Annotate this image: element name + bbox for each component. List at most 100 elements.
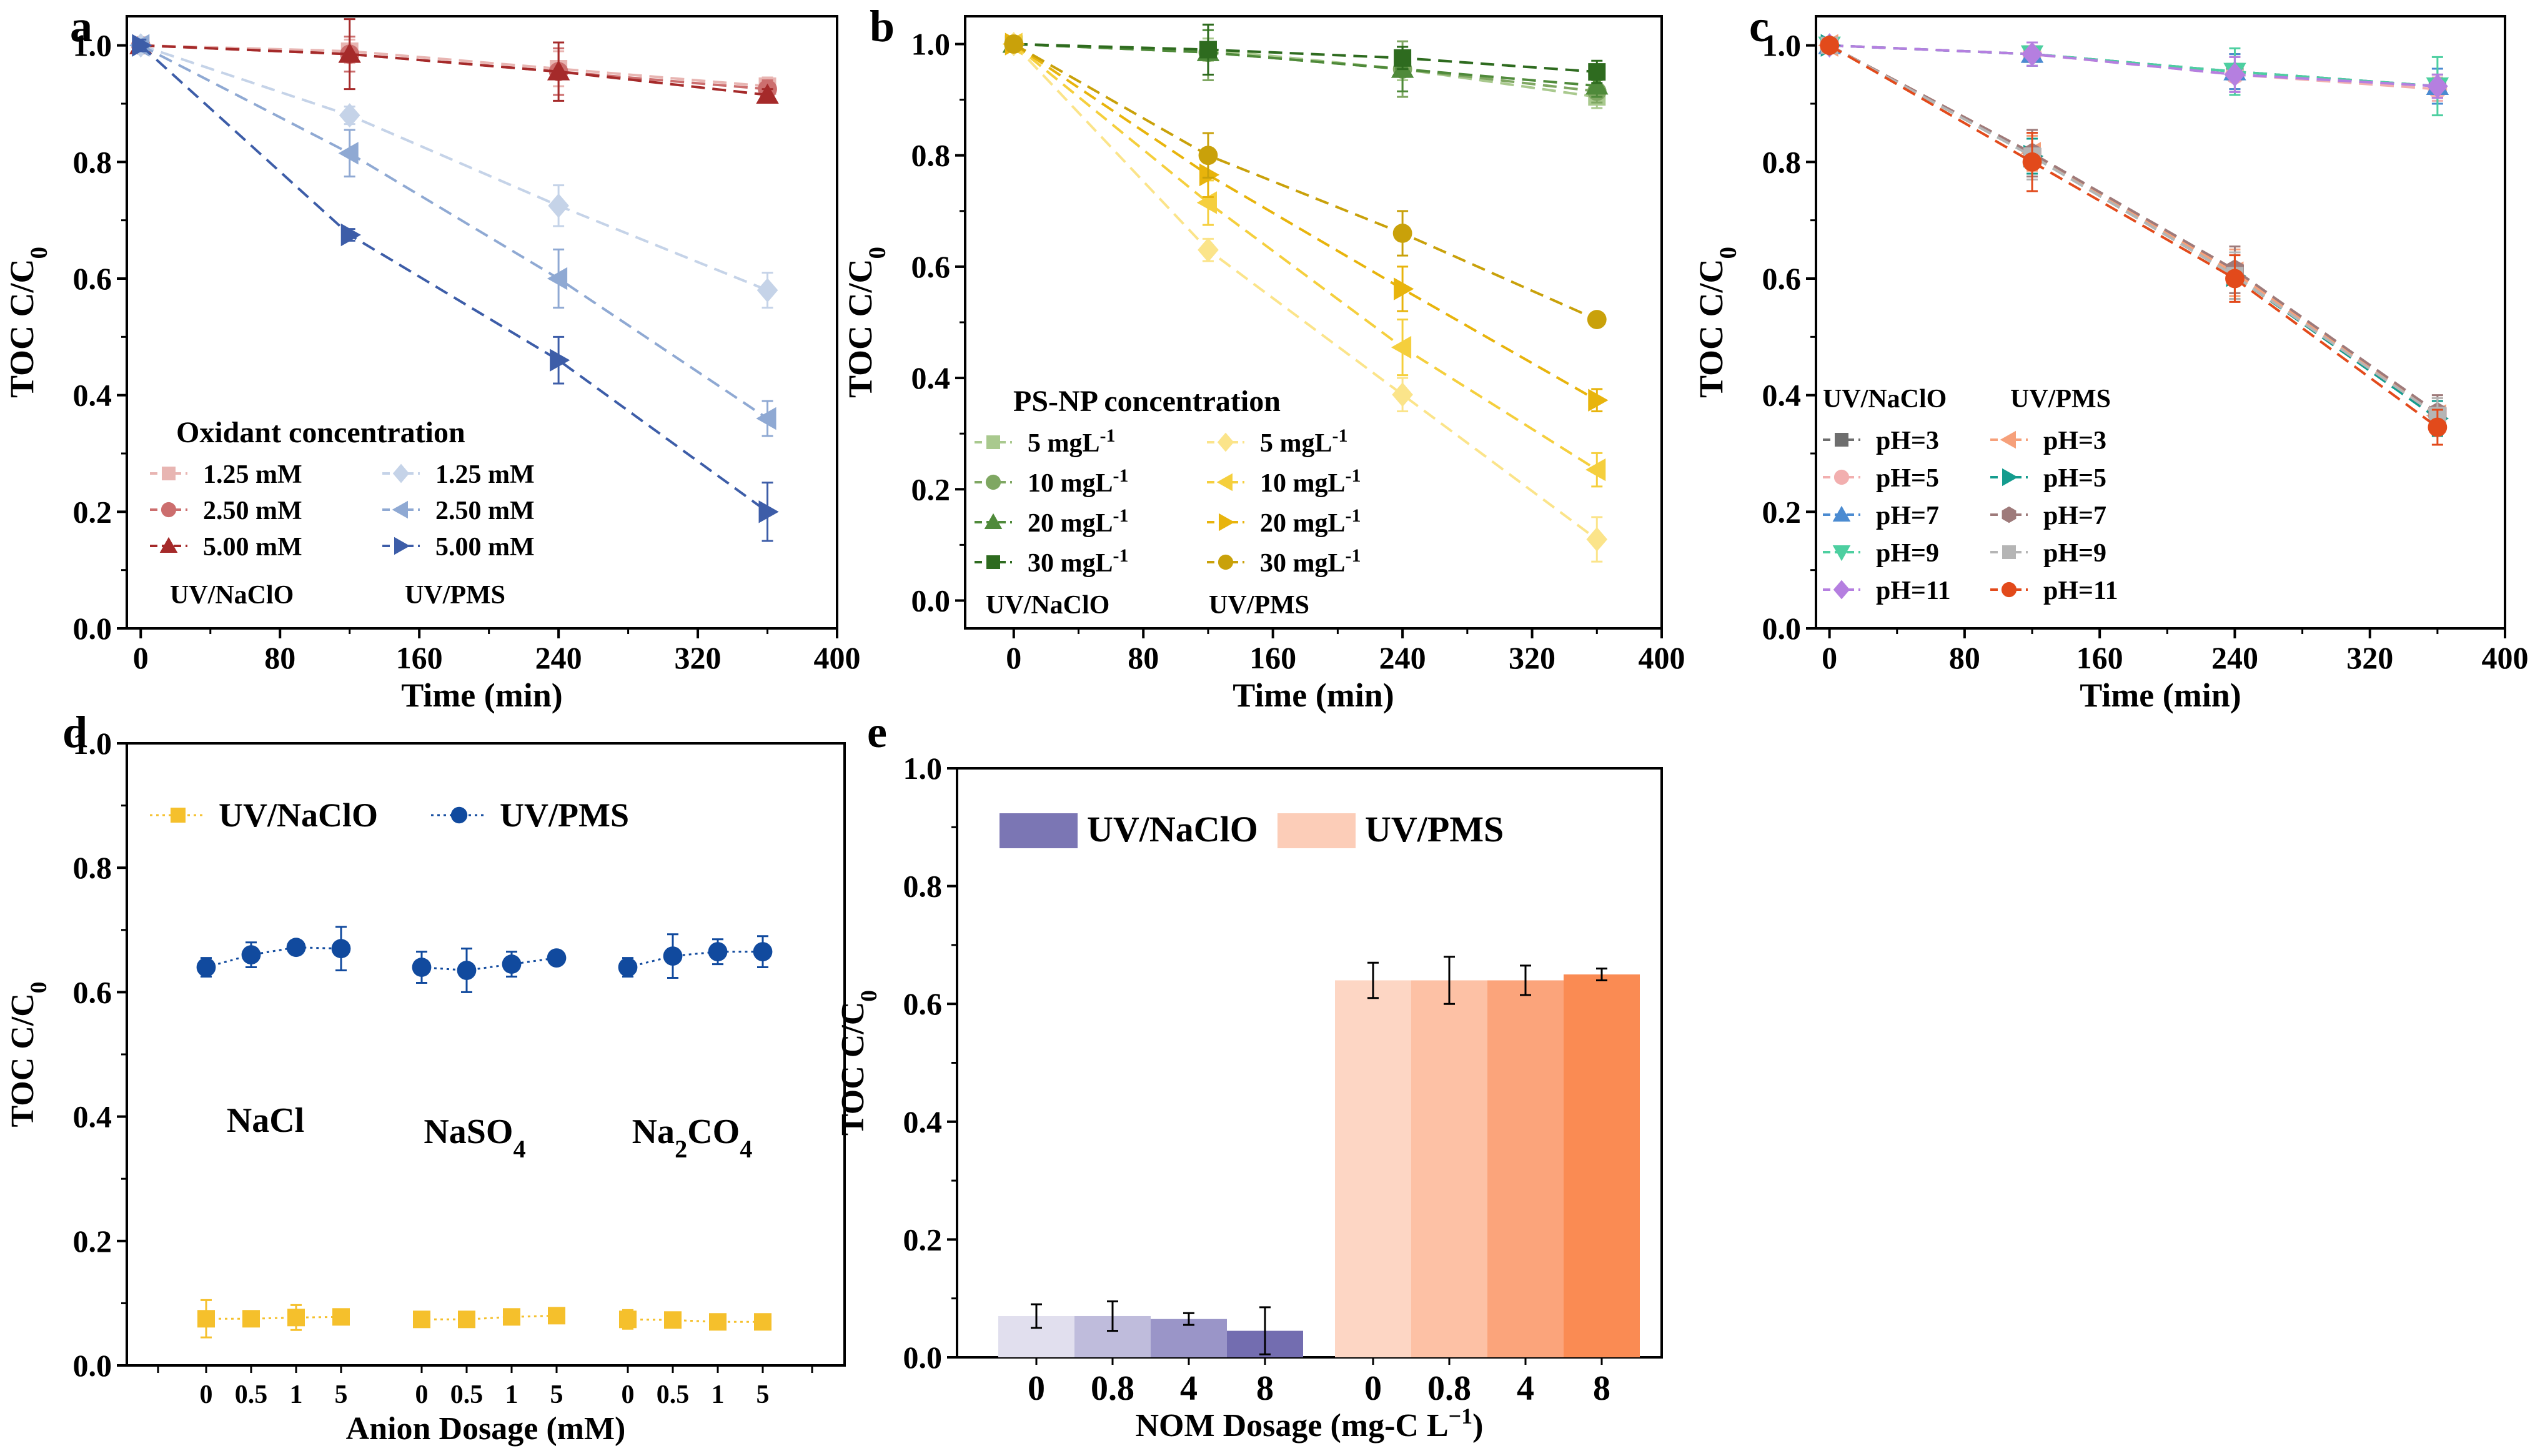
data-point	[197, 1310, 215, 1328]
series-c-0	[1820, 36, 2446, 99]
anion-group-label-part: CO	[687, 1112, 740, 1151]
legend-marker	[392, 500, 408, 519]
data-point	[2022, 152, 2042, 172]
x-tick-label: 160	[2076, 640, 2123, 675]
panel-letter-b: b	[870, 1, 895, 51]
legend-label-sup: -1	[1113, 545, 1129, 566]
anion-group-label-part: Na	[632, 1112, 675, 1151]
series-line	[1013, 42, 1598, 471]
x-tick-label: 0	[200, 1380, 213, 1409]
series-line	[1829, 44, 2438, 87]
series-b-7	[1004, 34, 1607, 329]
data-point	[756, 83, 779, 104]
legend-marker	[161, 502, 177, 518]
data-point	[618, 958, 638, 977]
x-axis-label-part: NOM Dosage (mg-C L	[1136, 1408, 1449, 1444]
y-tick-label: 0.0	[903, 1340, 943, 1375]
legend-label: 5 mgL-1	[1260, 425, 1348, 458]
legend-label: pH=9	[2043, 539, 2106, 568]
y-axis-label-part: TOC C/C	[5, 993, 41, 1127]
y-tick-label: 0.6	[73, 974, 112, 1009]
x-tick-label: 1	[505, 1380, 518, 1409]
x-tick-label: 0	[1006, 640, 1021, 675]
data-point	[338, 42, 361, 63]
data-point	[338, 142, 359, 165]
legend-label: 2.50 mM	[203, 497, 302, 525]
y-tick-label: 0.2	[911, 472, 951, 507]
data-point	[1392, 224, 1412, 243]
legend-label: UV/NaClO	[1087, 809, 1258, 849]
legend-marker	[392, 463, 410, 483]
anion-group-label-part: NaSO	[424, 1112, 513, 1151]
legend-label: pH=7	[1876, 502, 1939, 530]
y-axis-label-part: TOC C/C	[1692, 259, 1730, 398]
series-a-3	[130, 33, 778, 309]
legend-label: 30 mgL-1	[1028, 545, 1129, 578]
y-axis-label: TOC C/C0	[5, 981, 52, 1127]
panel-letter-e: e	[867, 707, 887, 757]
y-tick-label: 0.2	[903, 1222, 943, 1257]
data-point	[754, 1313, 771, 1331]
y-tick-label: 0.0	[73, 611, 112, 646]
data-point	[331, 939, 351, 959]
y-tick-label: 0.0	[1762, 611, 1802, 646]
data-point	[502, 954, 522, 974]
data-point	[196, 958, 216, 977]
x-tick-label: 5	[550, 1380, 563, 1409]
legend-label-sup: -1	[1100, 425, 1116, 446]
y-tick-label: 0.8	[1762, 144, 1802, 179]
x-tick-label: 80	[1128, 640, 1159, 675]
legend-label: 5.00 mM	[435, 533, 535, 562]
series-line	[421, 957, 557, 972]
legend-marker	[1219, 513, 1235, 532]
data-point	[2022, 42, 2043, 67]
legend-title: Oxidant concentration	[176, 416, 465, 449]
legend-e: UV/NaClO UV/PMS	[1000, 809, 1504, 849]
y-tick-label: 0.4	[903, 1104, 943, 1139]
y-tick-label: 0.8	[73, 850, 112, 885]
legend-label: 1.25 mM	[203, 460, 302, 489]
data-point	[1199, 41, 1217, 59]
data-point	[1587, 310, 1607, 329]
x-tick-label: 240	[535, 640, 582, 675]
data-point	[132, 34, 152, 57]
x-tick-label: 160	[396, 640, 443, 675]
data-point	[241, 945, 261, 965]
x-tick-label: 400	[1639, 640, 1685, 675]
legend-label: 30 mgL-1	[1260, 545, 1361, 578]
x-tick-label: 320	[2346, 640, 2393, 675]
legend-label-base: 30 mgL	[1028, 549, 1113, 578]
legend-label-base: 20 mgL	[1260, 509, 1346, 538]
x-tick-label: 0.5	[450, 1380, 484, 1409]
y-tick-label: 0.4	[73, 1099, 112, 1134]
data-point	[547, 60, 570, 81]
x-tick-label: 0.8	[1427, 1369, 1471, 1408]
y-axis-label: TOC C/C0	[3, 247, 52, 398]
x-tick-label: 4	[1517, 1369, 1534, 1408]
data-point	[1394, 49, 1412, 67]
series-c-3	[1818, 36, 2449, 117]
x-tick-label: 0	[1364, 1369, 1382, 1408]
legend-label: pH=3	[2043, 427, 2106, 455]
series-d-1	[196, 926, 773, 993]
data-point	[242, 1310, 260, 1328]
y-tick-label: 0.8	[911, 138, 951, 173]
legend-marker	[162, 467, 176, 480]
legend-group-label: UV/PMS	[2010, 385, 2111, 414]
x-tick-label: 0	[1028, 1369, 1045, 1408]
legend-swatch	[1277, 813, 1356, 848]
y-tick-label: 0.0	[911, 583, 951, 618]
legend-marker	[1217, 432, 1234, 452]
legend-label-sup: -1	[1113, 465, 1129, 486]
y-axis-label-wrap: TOC C/C0	[3, 247, 52, 398]
data-point	[709, 1313, 727, 1331]
y-axis-label-part: 0	[856, 990, 882, 1002]
y-tick-label: 1.0	[73, 726, 112, 761]
legend-marker	[1832, 545, 1851, 562]
series-c-8	[1820, 36, 2446, 434]
legend-label-base: 5 mgL	[1260, 429, 1332, 458]
legend-marker	[394, 537, 410, 555]
legend-marker	[1832, 505, 1851, 522]
panel-letter-a: a	[70, 1, 92, 51]
